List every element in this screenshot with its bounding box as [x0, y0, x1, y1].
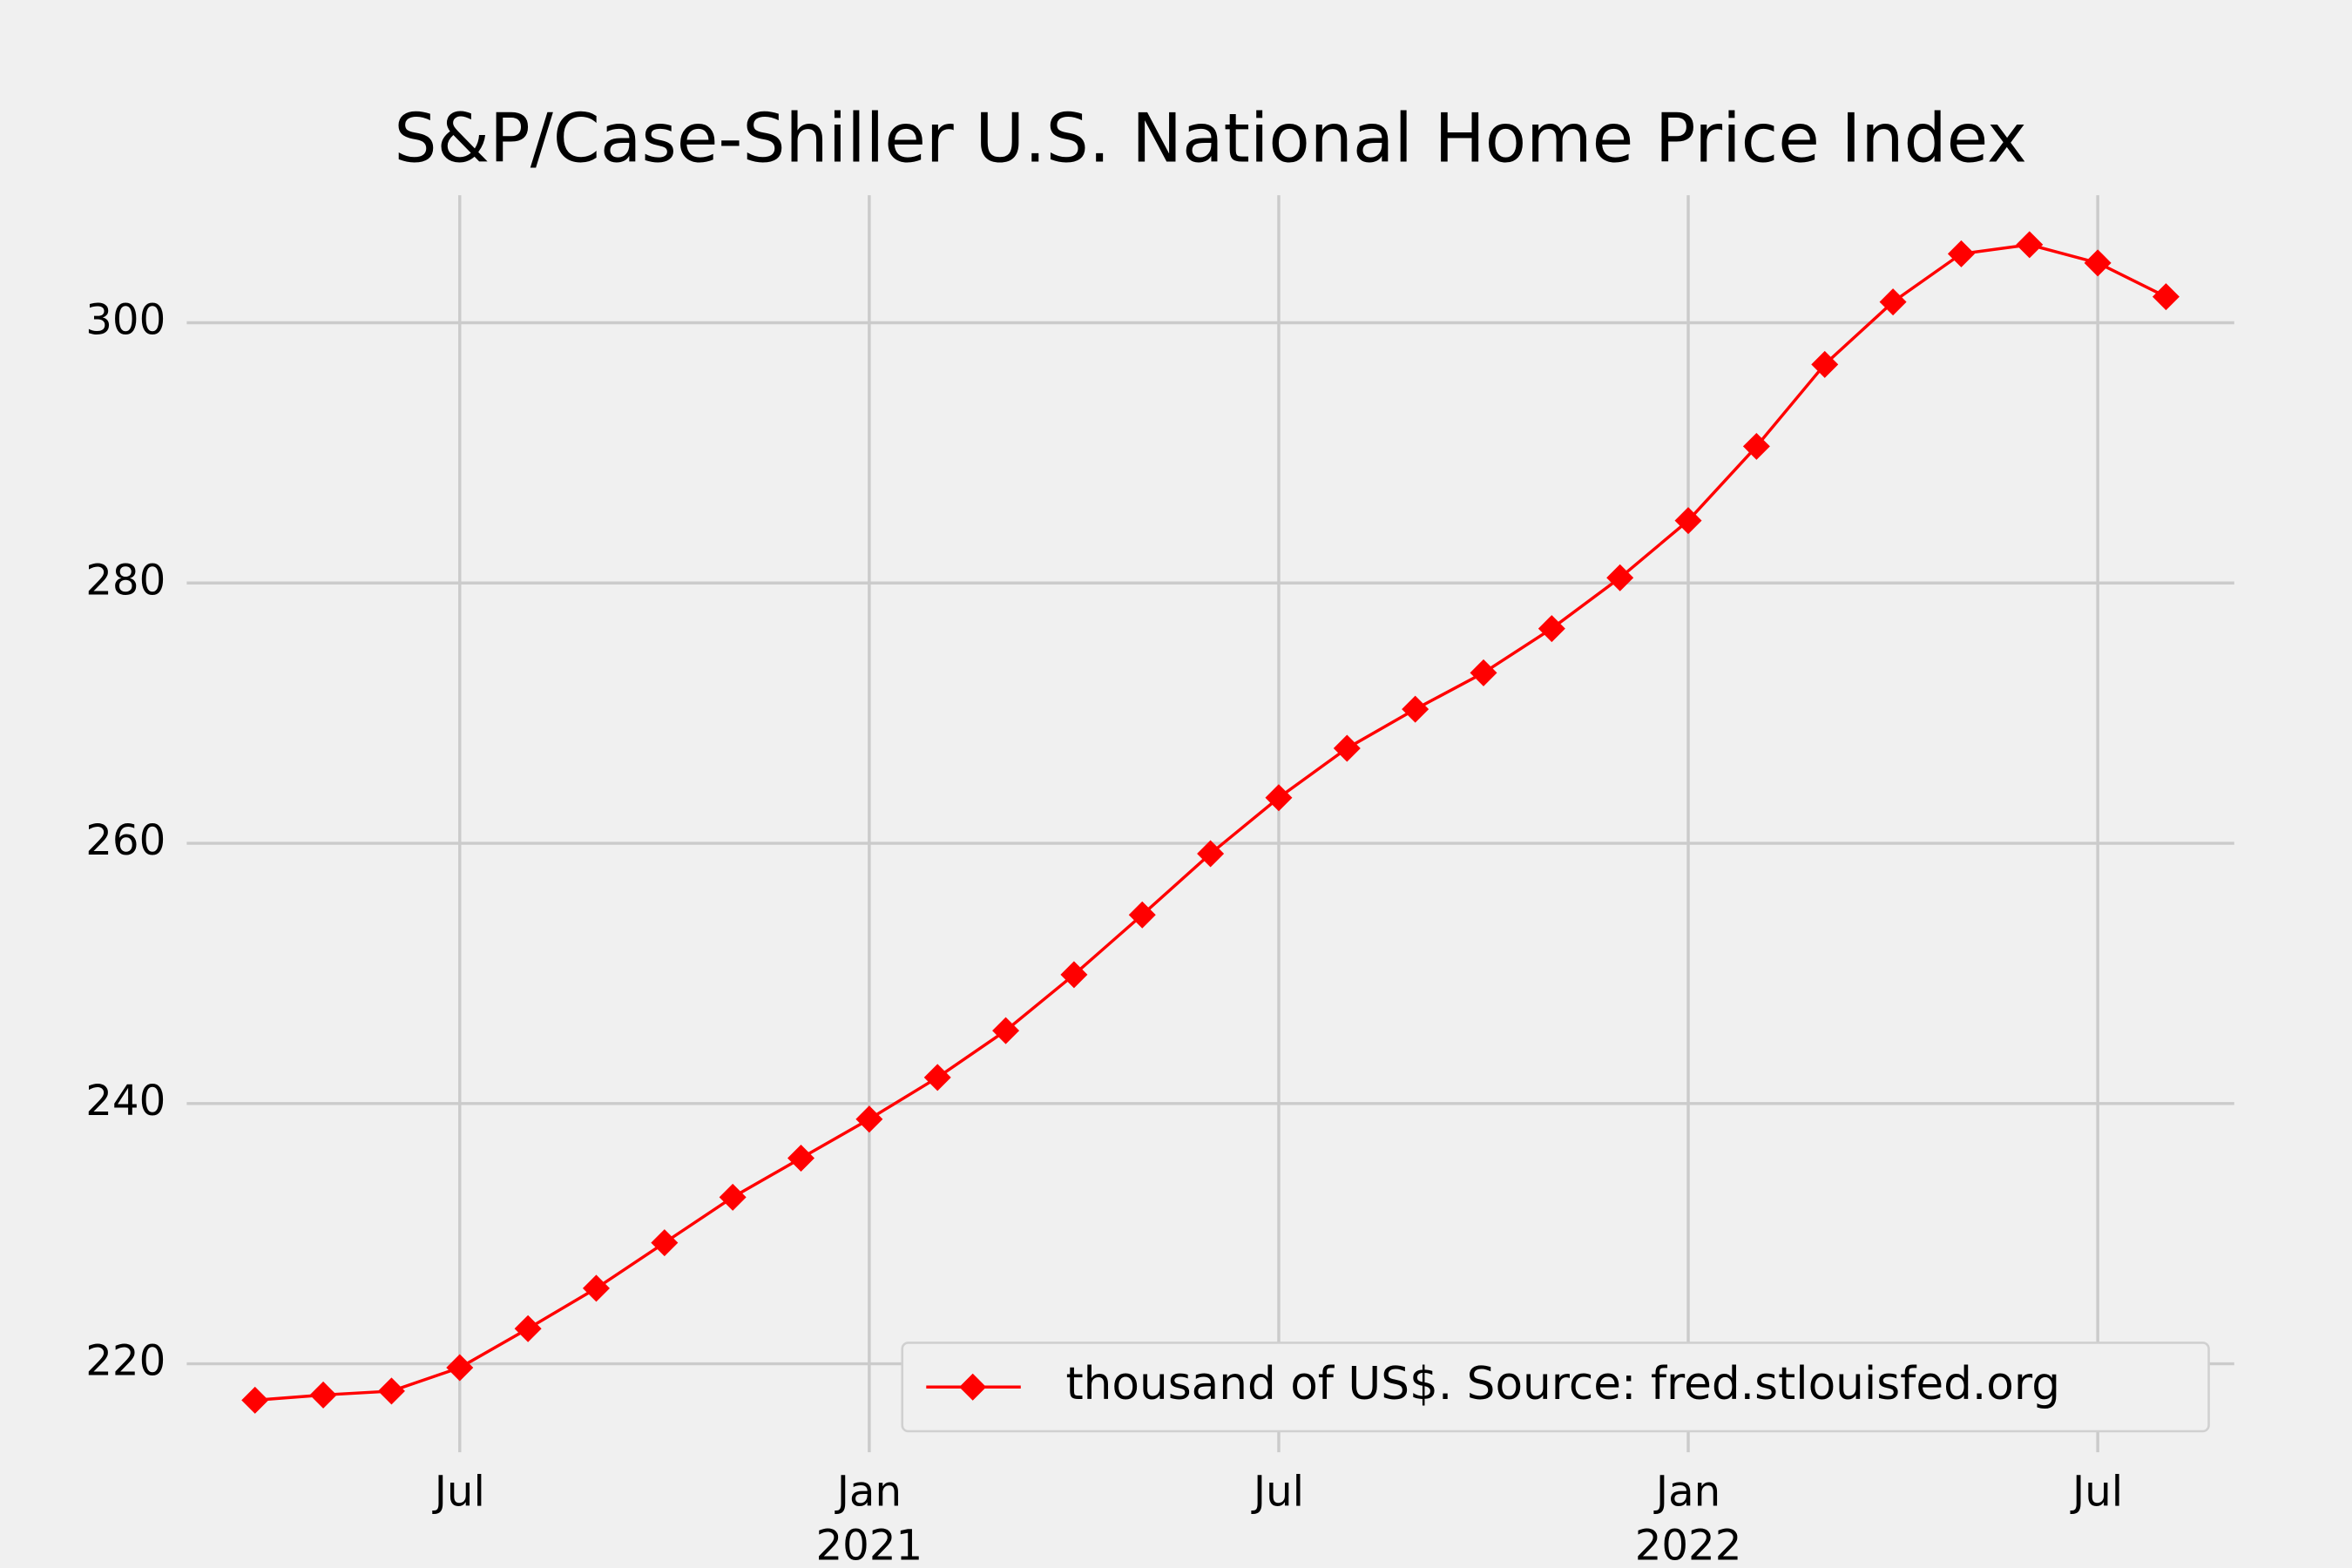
data-point: [1742, 432, 1770, 460]
y-tick-label: 220: [85, 1337, 166, 1386]
data-point: [992, 1017, 1020, 1044]
legend-box: [901, 1342, 2210, 1433]
chart-title: S&P/Case-Shiller U.S. National Home Pric…: [394, 99, 2026, 178]
data-point: [1265, 784, 1293, 812]
y-tick-label: 240: [85, 1077, 166, 1125]
data-point: [1470, 659, 1497, 686]
x-tick-year: 2021: [816, 1521, 923, 1568]
data-point: [855, 1105, 883, 1133]
data-point: [1402, 695, 1429, 723]
legend-marker: [959, 1373, 987, 1401]
data-point: [446, 1354, 474, 1382]
y-tick-label: 280: [85, 556, 166, 605]
y-tick-label: 260: [85, 816, 166, 865]
data-point: [2084, 249, 2112, 277]
x-tick-label: Jul: [2070, 1467, 2123, 1516]
data-point: [1197, 840, 1225, 868]
data-point: [1606, 564, 1634, 591]
y-tick-label: 300: [85, 296, 166, 345]
x-tick-label: Jan: [1653, 1467, 1720, 1516]
x-tick-label: Jan: [835, 1467, 902, 1516]
data-point: [923, 1064, 951, 1092]
x-tick-year: 2022: [1635, 1521, 1742, 1568]
data-point: [1128, 901, 1156, 929]
legend-label: thousand of US$. Source: fred.stlouisfed…: [1065, 1358, 2060, 1410]
x-tick-label: Jul: [432, 1467, 485, 1516]
data-point: [377, 1377, 405, 1405]
data-point: [2152, 283, 2180, 311]
x-tick-label: Jul: [1251, 1467, 1304, 1516]
